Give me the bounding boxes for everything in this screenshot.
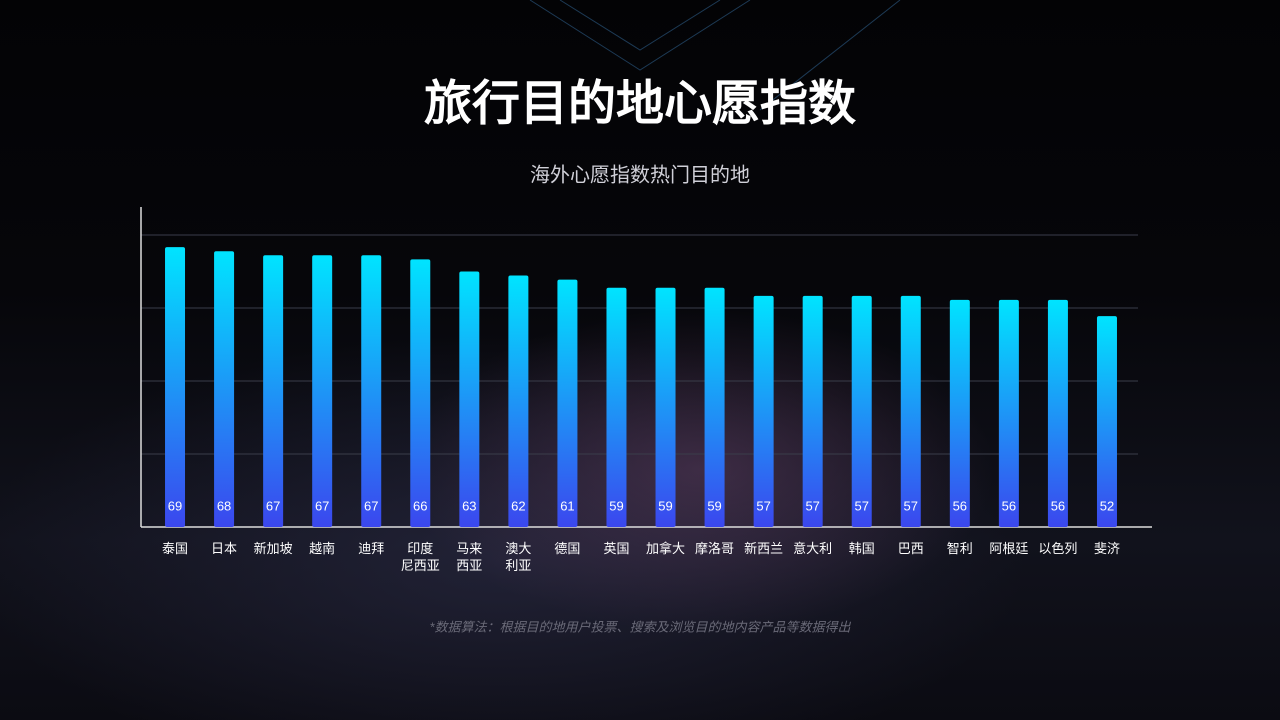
value-label: 57 — [756, 498, 770, 513]
value-label: 68 — [217, 498, 231, 513]
value-label: 67 — [315, 498, 329, 513]
x-tick-label: 智利 — [946, 541, 973, 556]
bar — [949, 299, 970, 527]
bar — [508, 275, 529, 527]
x-tick-label: 巴西 — [897, 541, 924, 556]
x-tick-label: 印度 尼西亚 — [400, 541, 440, 573]
bar — [655, 287, 676, 527]
chart-subtitle: 海外心愿指数热门目的地 — [530, 163, 750, 186]
x-tick-label: 澳大 利亚 — [505, 541, 532, 573]
bar — [557, 279, 578, 527]
x-tick-label: 泰国 — [162, 541, 189, 556]
value-label: 63 — [462, 498, 476, 513]
bar — [410, 259, 431, 527]
decor-lines — [529, 0, 901, 111]
x-tick-label: 加拿大 — [646, 541, 686, 556]
bar — [900, 295, 921, 527]
x-tick-label: 摩洛哥 — [695, 541, 735, 556]
value-label: 52 — [1100, 498, 1114, 513]
x-tick-label: 阿根廷 — [989, 541, 1029, 556]
bar — [312, 255, 333, 527]
gridlines — [141, 234, 1138, 455]
value-label: 66 — [413, 498, 427, 513]
x-tick-label: 英国 — [603, 541, 630, 556]
x-tick-label: 以色列 — [1038, 541, 1078, 556]
value-label: 59 — [707, 498, 721, 513]
value-label: 59 — [658, 498, 672, 513]
value-label: 61 — [560, 498, 574, 513]
bar — [214, 251, 235, 527]
x-tick-label: 德国 — [554, 541, 581, 556]
bar — [998, 299, 1019, 527]
value-label: 56 — [1002, 498, 1016, 513]
value-label: 67 — [266, 498, 280, 513]
x-tick-label: 新西兰 — [744, 541, 784, 556]
footnote: *数据算法：根据目的地用户投票、搜索及浏览目的地内容产品等数据得出 — [429, 619, 851, 634]
value-label: 62 — [511, 498, 525, 513]
bar — [1096, 316, 1117, 527]
x-tick-label: 韩国 — [848, 541, 875, 556]
bar — [165, 247, 186, 527]
bar — [606, 287, 627, 527]
bar — [704, 287, 725, 527]
bar — [753, 295, 774, 527]
value-label: 69 — [168, 498, 182, 513]
value-label: 59 — [609, 498, 623, 513]
bar — [361, 255, 382, 527]
bar — [851, 295, 872, 527]
bar — [459, 271, 480, 527]
x-tick-label: 新加坡 — [253, 541, 293, 556]
x-tick-label: 日本 — [211, 541, 238, 556]
x-tick-label: 马来 西亚 — [456, 541, 483, 573]
value-label: 57 — [904, 498, 918, 513]
value-label: 56 — [1051, 498, 1065, 513]
x-tick-label: 斐济 — [1093, 541, 1120, 556]
bar — [1047, 299, 1068, 527]
x-tick-label: 越南 — [309, 541, 336, 556]
value-label: 56 — [953, 498, 967, 513]
x-tick-label: 迪拜 — [358, 541, 385, 556]
bar — [263, 255, 284, 527]
value-label: 57 — [854, 498, 868, 513]
x-tick-label: 意大利 — [793, 541, 833, 556]
bar — [802, 295, 823, 527]
value-label: 67 — [364, 498, 378, 513]
value-label: 57 — [805, 498, 819, 513]
chart-title: 旅行目的地心愿指数 — [424, 78, 856, 131]
